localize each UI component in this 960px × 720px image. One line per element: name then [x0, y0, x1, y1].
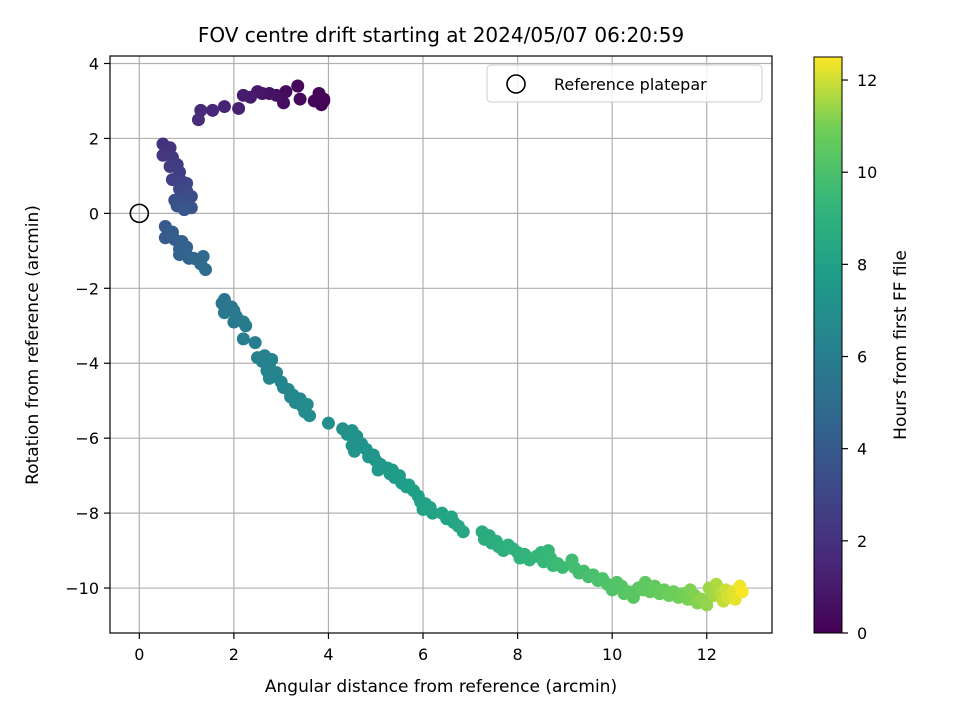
data-point — [291, 79, 305, 93]
data-point — [293, 92, 307, 106]
y-axis-label: Rotation from reference (arcmin) — [23, 205, 43, 485]
data-point — [191, 113, 205, 127]
data-point — [248, 336, 262, 350]
colorbar-tick-label: 2 — [857, 532, 867, 551]
x-axis-label: Angular distance from reference (arcmin) — [265, 677, 617, 697]
data-point — [321, 416, 335, 430]
y-tick-label: −10 — [65, 579, 99, 598]
data-point — [303, 409, 317, 423]
x-tick-label: 4 — [323, 645, 333, 664]
data-point — [217, 100, 231, 114]
legend-label: Reference platepar — [554, 75, 707, 94]
grid — [110, 56, 772, 633]
plot-frame — [109, 55, 773, 634]
legend: Reference platepar — [486, 64, 763, 103]
y-tick-label: 2 — [89, 129, 99, 148]
data-point — [239, 319, 253, 333]
data-point — [347, 444, 361, 458]
data-point — [232, 101, 246, 115]
data-point — [236, 88, 250, 102]
colorbar-tick-label: 4 — [857, 440, 867, 459]
x-tick-label: 6 — [418, 645, 428, 664]
colorbar-tick-label: 10 — [857, 163, 877, 182]
y-tick-label: 0 — [89, 204, 99, 223]
data-point — [206, 103, 220, 117]
colorbar-tick-label: 6 — [857, 348, 867, 367]
data-point — [556, 560, 570, 574]
chart-title: FOV centre drift starting at 2024/05/07 … — [198, 23, 684, 47]
y-tick-label: −2 — [75, 279, 99, 298]
colorbar-tick-label: 12 — [857, 71, 877, 90]
colorbar-ticks: 0 2 4 6 8 10 12 — [842, 71, 877, 643]
colorbar-tick-label: 0 — [857, 624, 867, 643]
data-point — [199, 263, 213, 277]
data-point — [177, 203, 191, 217]
y-tick-label: −6 — [75, 429, 99, 448]
y-tick-label: −8 — [75, 504, 99, 523]
x-tick-label: 12 — [697, 645, 717, 664]
colorbar: 0 2 4 6 8 10 12 Hours from first FF file — [813, 56, 911, 643]
colorbar-gradient — [813, 56, 843, 634]
data-point — [735, 585, 749, 599]
data-point — [456, 525, 470, 539]
data-point — [425, 506, 439, 520]
data-point — [307, 94, 321, 108]
data-point — [700, 598, 714, 612]
colorbar-label: Hours from first FF file — [891, 250, 911, 440]
x-tick-label: 10 — [602, 645, 622, 664]
reference-marker — [129, 203, 150, 224]
data-point — [227, 315, 241, 329]
legend-box — [486, 64, 763, 103]
y-tick-label: 4 — [89, 54, 99, 73]
y-axis-ticks: −10 −8 −6 −4 −2 0 2 4 — [65, 54, 110, 598]
legend-marker — [506, 74, 526, 94]
x-axis-ticks: 0 2 4 6 8 10 12 — [134, 633, 717, 664]
colorbar-tick-label: 8 — [857, 255, 867, 274]
data-point — [265, 352, 279, 366]
x-tick-label: 2 — [229, 645, 239, 664]
data-point — [163, 160, 177, 174]
x-tick-label: 8 — [513, 645, 523, 664]
y-tick-label: −4 — [75, 354, 99, 373]
x-tick-label: 0 — [134, 645, 144, 664]
data-points — [156, 79, 749, 612]
data-point — [236, 332, 250, 346]
